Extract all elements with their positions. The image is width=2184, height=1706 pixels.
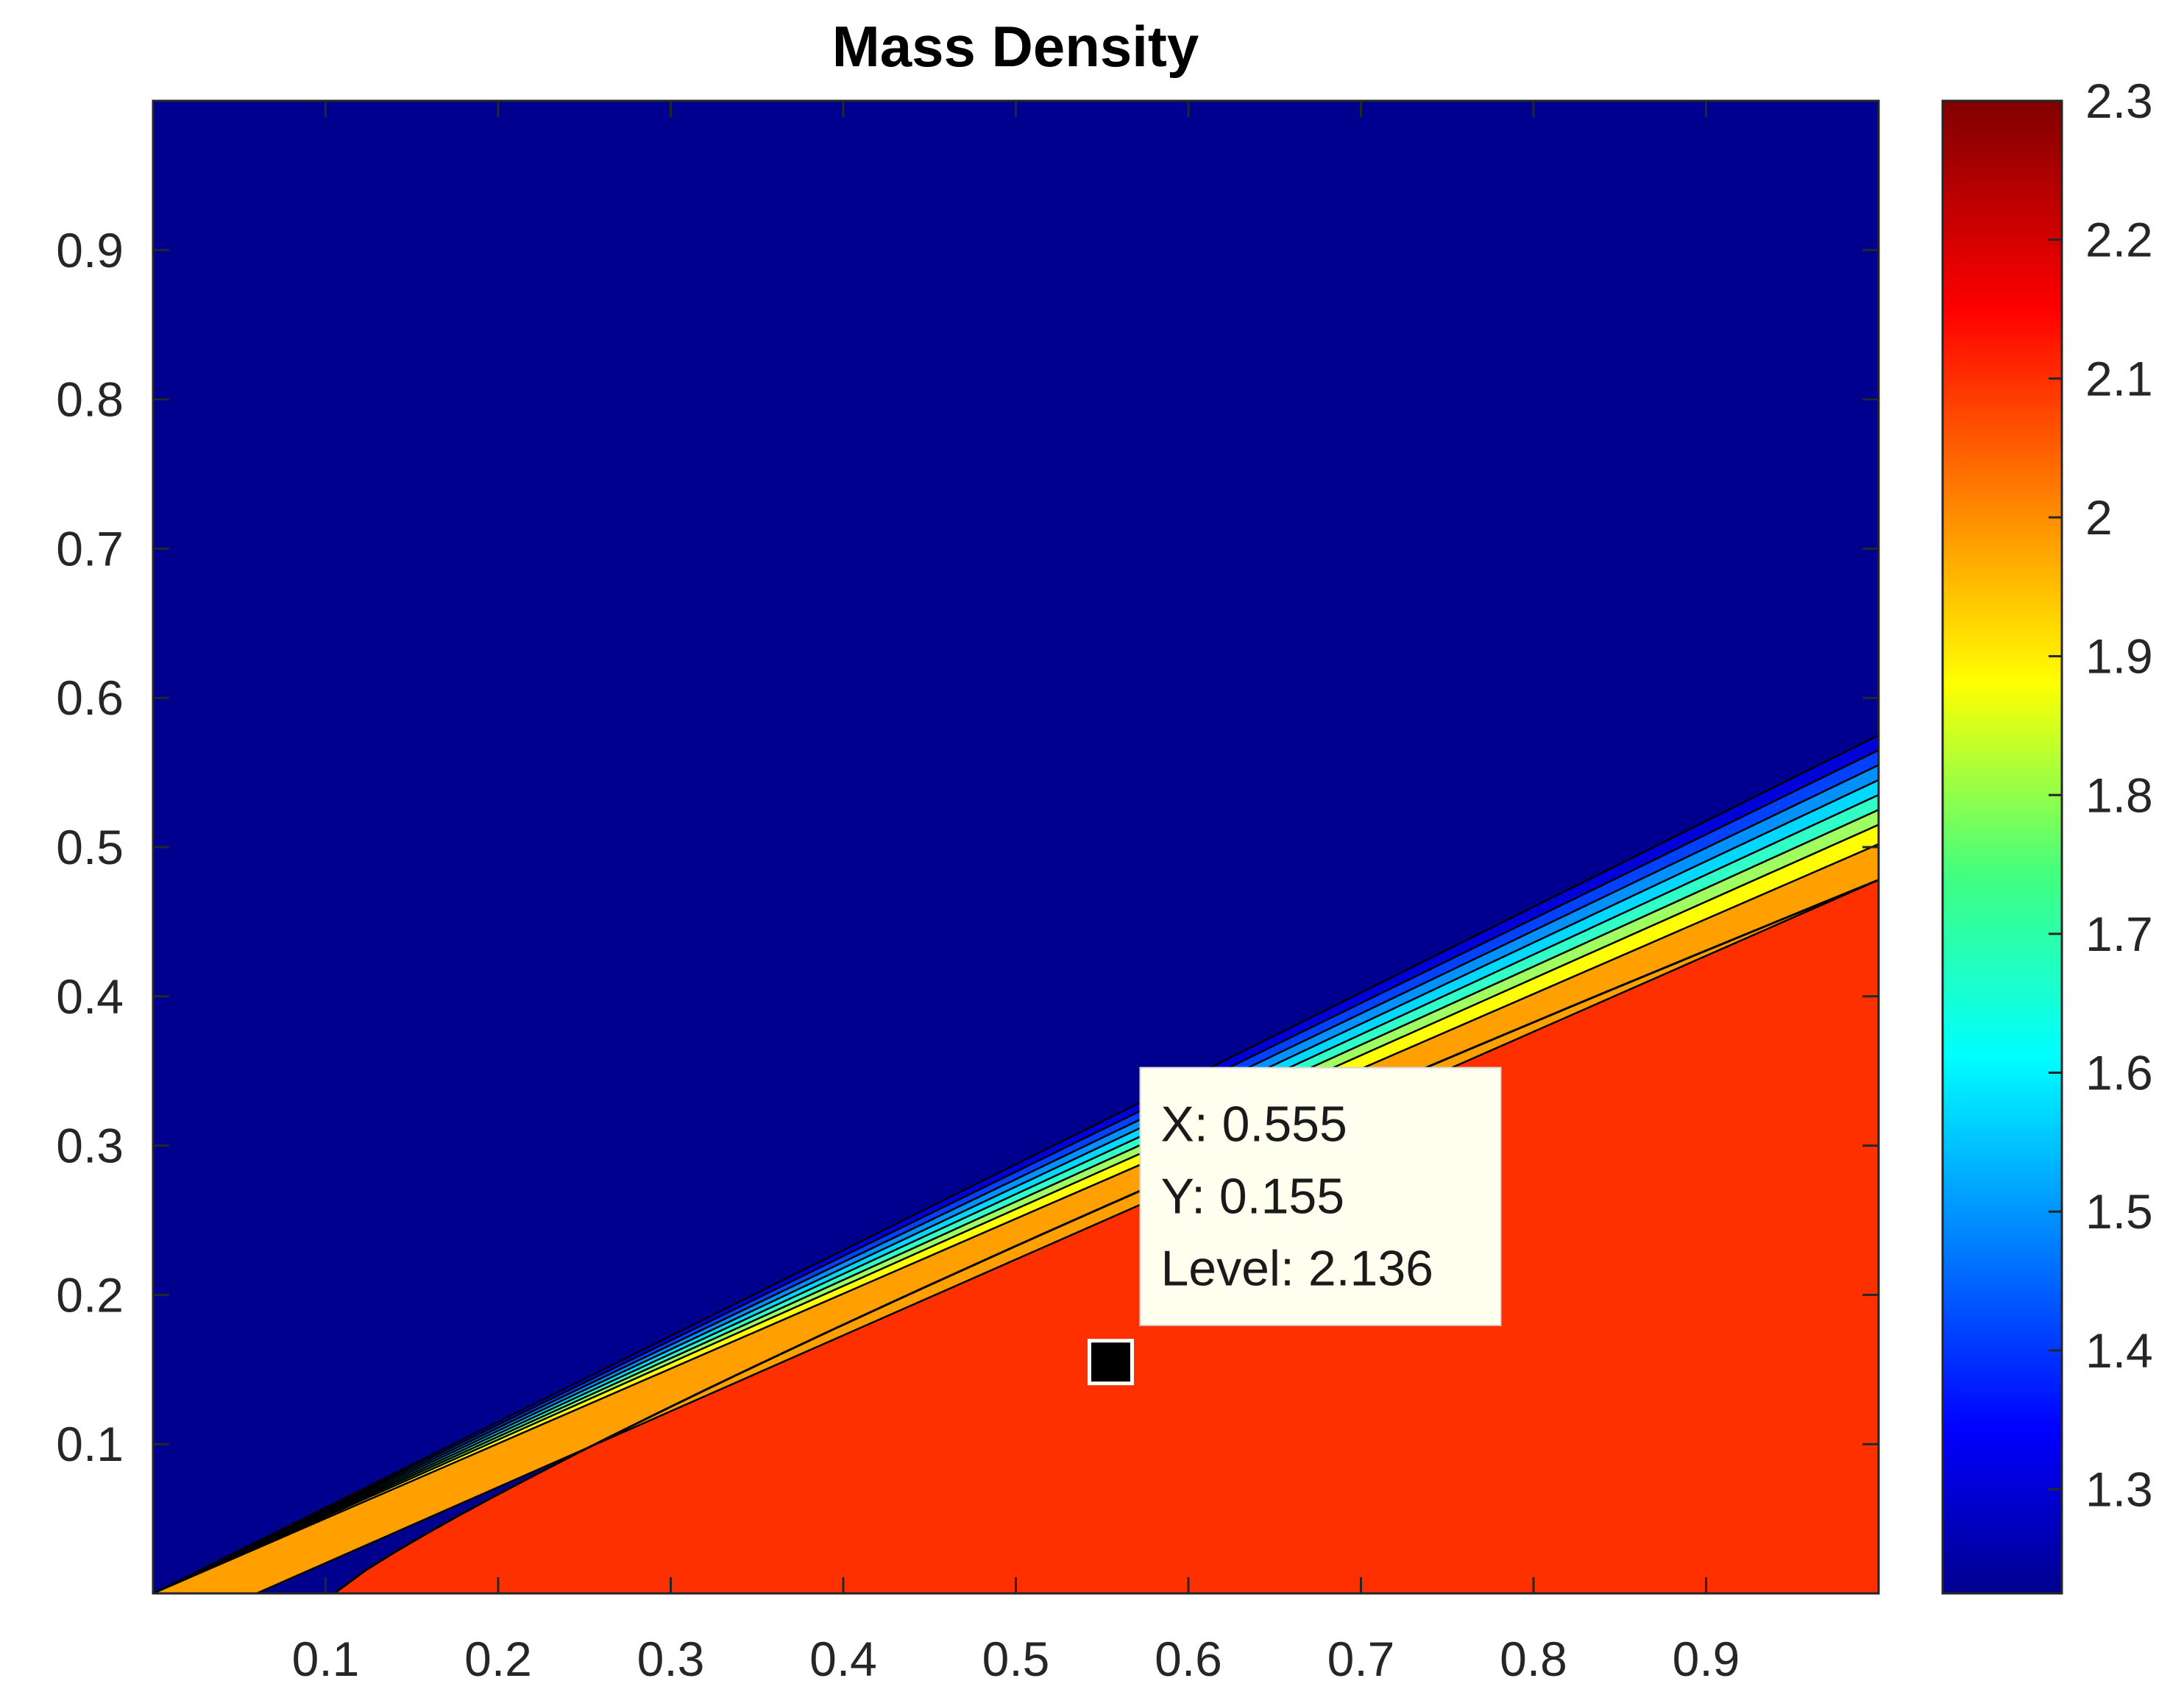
y-tick-label: 0.7	[56, 521, 124, 576]
datatip-level: Level: 2.136	[1160, 1241, 1433, 1297]
chart-title: Mass Density	[832, 14, 1199, 79]
x-tick-label: 0.1	[292, 1632, 360, 1686]
colorbar-tick-label: 2.3	[2085, 74, 2153, 128]
datatip-y: Y: 0.155	[1160, 1169, 1344, 1225]
colorbar-tick-label: 1.9	[2085, 629, 2153, 684]
colorbar-tick-label: 2	[2085, 490, 2113, 545]
colorbar-tick-label: 1.3	[2085, 1462, 2153, 1517]
x-tick-label: 0.9	[1673, 1632, 1740, 1686]
colorbar-tick-label: 2.2	[2085, 213, 2153, 267]
colorbar-tick-label: 1.6	[2085, 1046, 2153, 1100]
y-tick-label: 0.4	[56, 969, 124, 1024]
colorbar-tick-label: 2.1	[2085, 351, 2153, 406]
x-tick-label: 0.2	[464, 1632, 532, 1686]
colorbar-tick-label: 1.5	[2085, 1184, 2153, 1239]
colorbar: 1.3 1.4 1.5 1.6 1.7 1.8 1.9 2 2.1 2.2 2.3	[1941, 74, 2153, 1595]
colorbar-tick-label: 1.8	[2085, 768, 2153, 822]
x-axis: 0.1 0.2 0.3 0.4 0.5 0.6 0.7 0.8 0.9	[292, 101, 1740, 1686]
y-tick-label: 0.3	[56, 1119, 124, 1173]
y-tick-label: 0.5	[56, 820, 124, 874]
contour-band-1-4	[153, 748, 1879, 1593]
contour-band-1-7	[153, 793, 1879, 1593]
contour-band-1-6	[153, 779, 1879, 1593]
datatip-x: X: 0.555	[1160, 1097, 1347, 1153]
x-tick-label: 0.7	[1327, 1632, 1395, 1686]
colorbar-gradient	[1941, 99, 2063, 1595]
colorbar-ticks: 1.3 1.4 1.5 1.6 1.7 1.8 1.9 2 2.1 2.2 2.3	[2049, 74, 2153, 1517]
plot-area	[153, 101, 1879, 1593]
x-tick-label: 0.4	[809, 1632, 877, 1686]
datatip-box	[1139, 1066, 1502, 1326]
x-tick-label: 0.5	[982, 1632, 1050, 1686]
colorbar-tick-label: 1.7	[2085, 907, 2153, 961]
x-tick-label: 0.6	[1155, 1632, 1222, 1686]
y-axis: 0.1 0.2 0.3 0.4 0.5 0.6 0.7 0.8 0.9	[56, 223, 1879, 1471]
post-shock-region	[334, 879, 1879, 1593]
datatip[interactable]: X: 0.555 Y: 0.155 Level: 2.136	[1087, 1066, 1502, 1386]
datatip-marker[interactable]	[1087, 1339, 1134, 1386]
colorbar-tick-label: 1.4	[2085, 1323, 2153, 1378]
contour-line-boundary	[333, 879, 1879, 1593]
contour-band-1-3	[153, 734, 1879, 1593]
y-tick-label: 0.1	[56, 1417, 124, 1471]
y-tick-label: 0.9	[56, 223, 124, 277]
x-tick-label: 0.3	[637, 1632, 705, 1686]
y-tick-label: 0.8	[56, 372, 124, 427]
contour-band-1-5	[153, 764, 1879, 1593]
y-tick-label: 0.6	[56, 670, 124, 725]
y-tick-label: 0.2	[56, 1267, 124, 1322]
x-tick-label: 0.8	[1500, 1632, 1567, 1686]
